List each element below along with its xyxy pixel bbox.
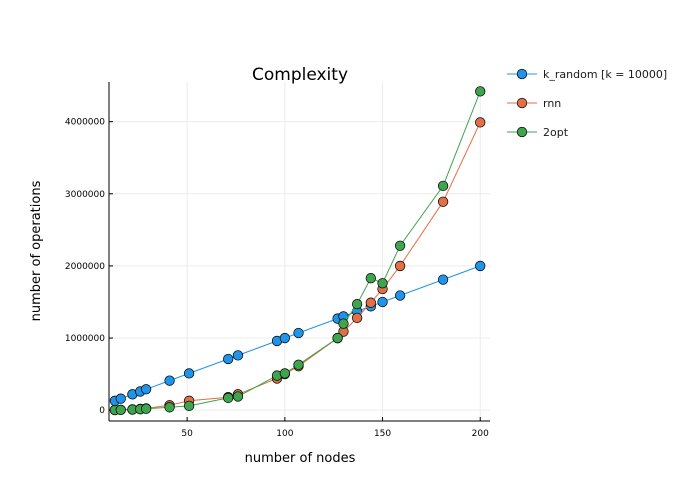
legend: k_random [k = 10000] rnn 2opt	[507, 68, 667, 139]
series-2	[109, 86, 486, 416]
data-point	[437, 180, 449, 192]
data-point	[475, 117, 486, 128]
data-point	[351, 299, 363, 310]
y-tick-label: 1000000	[65, 334, 105, 344]
x-tick-label: 100	[276, 429, 293, 439]
data-point	[223, 353, 234, 365]
data-point	[293, 359, 304, 370]
x-axis-label: number of nodes	[245, 451, 356, 466]
data-point	[183, 368, 195, 379]
legend-item: rnn	[507, 97, 561, 110]
data-point	[377, 278, 388, 289]
data-point	[115, 393, 126, 404]
y-axis-label: number of operations	[29, 180, 44, 321]
legend-item: 2opt	[507, 126, 569, 139]
y-tick-label: 3000000	[65, 190, 105, 200]
data-point	[115, 404, 126, 416]
legend-item: k_random [k = 10000]	[507, 68, 667, 81]
legend-label: rnn	[543, 97, 561, 110]
data-point	[164, 375, 175, 386]
chart-title: Complexity	[252, 65, 348, 85]
data-point	[232, 350, 244, 361]
series-0	[109, 260, 486, 406]
y-tick-label: 0	[99, 406, 105, 416]
y-tick-label: 4000000	[65, 118, 105, 128]
data-point	[338, 318, 349, 329]
data-point	[365, 297, 376, 308]
data-point	[183, 400, 195, 412]
data-point	[437, 274, 449, 285]
data-point	[293, 327, 304, 339]
data-point	[279, 332, 290, 344]
x-tick-label: 50	[181, 429, 193, 439]
legend-marker	[516, 97, 528, 109]
data-point	[394, 240, 406, 251]
data-point	[475, 260, 486, 272]
y-tick-label: 2000000	[65, 262, 105, 272]
x-tick-label: 150	[374, 429, 391, 439]
legend-label: 2opt	[543, 126, 569, 139]
data-point	[232, 391, 244, 402]
x-tick-label: 200	[472, 429, 489, 439]
data-point	[377, 296, 388, 308]
data-point	[351, 312, 363, 324]
legend-marker	[516, 68, 528, 80]
data-point	[140, 403, 152, 414]
data-point	[394, 260, 406, 272]
data-point	[475, 86, 486, 97]
data-point	[140, 384, 152, 395]
axes-layer	[108, 82, 490, 422]
data-point	[365, 273, 376, 284]
legend-marker	[516, 126, 528, 138]
data-point	[394, 290, 406, 301]
legend-label: k_random [k = 10000]	[543, 68, 667, 81]
data-point	[279, 368, 290, 379]
data-point	[164, 402, 175, 413]
ticks-layer: 50 100 150 200 0 1000000 2000000 3000000 4000000	[65, 118, 489, 439]
data-point	[223, 392, 234, 404]
data-point	[437, 196, 449, 207]
series-layer	[109, 86, 486, 416]
data-point	[332, 332, 343, 344]
